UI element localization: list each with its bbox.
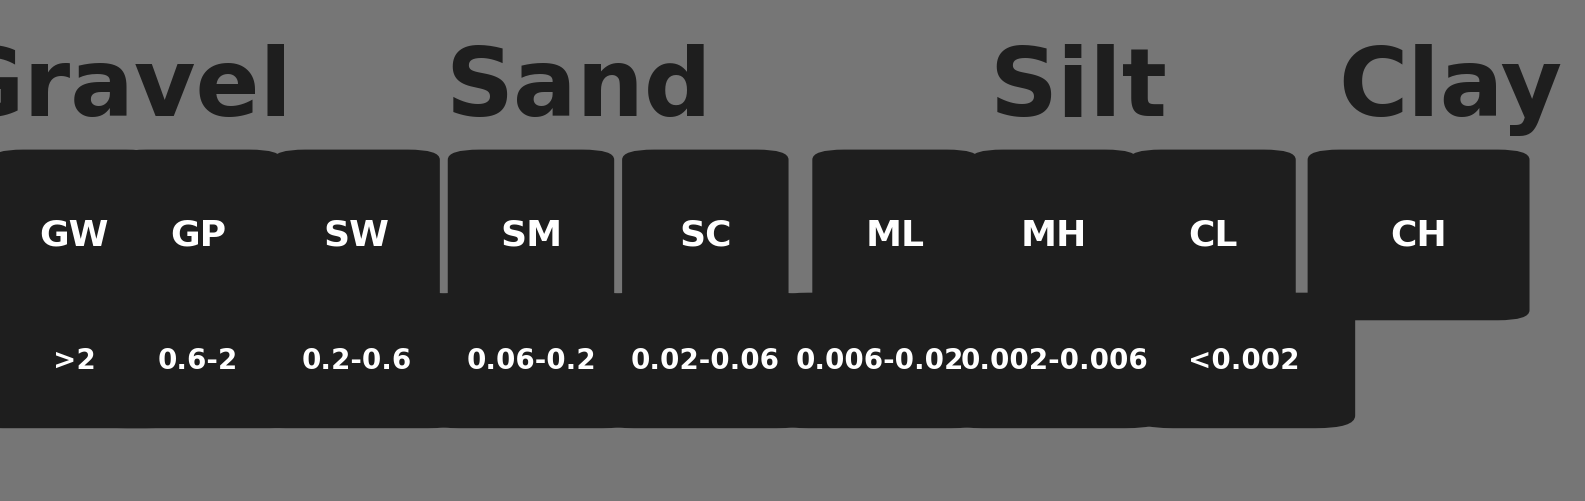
Text: GP: GP — [170, 218, 227, 253]
FancyBboxPatch shape — [447, 150, 613, 321]
Text: SC: SC — [678, 218, 732, 253]
Text: 0.006-0.02: 0.006-0.02 — [796, 347, 964, 375]
Text: 0.002-0.006: 0.002-0.006 — [961, 347, 1148, 375]
Text: MH: MH — [1021, 218, 1087, 253]
FancyBboxPatch shape — [0, 150, 158, 321]
FancyBboxPatch shape — [972, 150, 1138, 321]
FancyBboxPatch shape — [114, 150, 282, 321]
Text: Silt: Silt — [989, 44, 1167, 136]
Text: 0.6-2: 0.6-2 — [158, 347, 238, 375]
Text: GW: GW — [40, 218, 109, 253]
Text: Gravel: Gravel — [0, 44, 292, 136]
Text: 0.02-0.06: 0.02-0.06 — [631, 347, 780, 375]
FancyBboxPatch shape — [943, 293, 1165, 428]
Text: SM: SM — [499, 218, 563, 253]
FancyBboxPatch shape — [87, 293, 309, 428]
Text: CH: CH — [1390, 218, 1447, 253]
Text: Sand: Sand — [445, 44, 712, 136]
FancyBboxPatch shape — [1133, 293, 1355, 428]
Text: >2: >2 — [54, 347, 95, 375]
FancyBboxPatch shape — [274, 150, 441, 321]
Text: SW: SW — [323, 218, 390, 253]
Text: CL: CL — [1187, 218, 1238, 253]
FancyBboxPatch shape — [1308, 150, 1530, 321]
FancyBboxPatch shape — [594, 293, 816, 428]
FancyBboxPatch shape — [812, 150, 980, 321]
FancyBboxPatch shape — [0, 293, 185, 428]
FancyBboxPatch shape — [246, 293, 468, 428]
Text: ML: ML — [865, 218, 926, 253]
Text: Clay: Clay — [1338, 44, 1563, 136]
FancyBboxPatch shape — [769, 293, 991, 428]
Text: 0.2-0.6: 0.2-0.6 — [301, 347, 412, 375]
Text: <0.002: <0.002 — [1189, 347, 1300, 375]
Text: 0.06-0.2: 0.06-0.2 — [466, 347, 596, 375]
FancyBboxPatch shape — [420, 293, 642, 428]
FancyBboxPatch shape — [1129, 150, 1297, 321]
FancyBboxPatch shape — [621, 150, 789, 321]
